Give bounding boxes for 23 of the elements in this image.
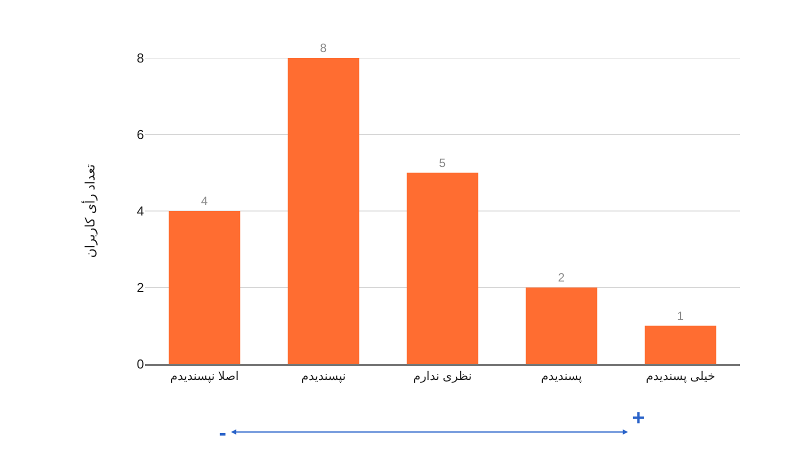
y-tick-label: 6: [136, 127, 144, 142]
bar: [526, 288, 598, 364]
x-tick-label: پسندیدم: [540, 369, 582, 384]
y-tick-label: 8: [136, 50, 144, 66]
x-tick-label: نظری ندارم: [413, 369, 472, 384]
y-axis-title: تعداد رأی کاربران: [82, 164, 99, 258]
data-label: 8: [320, 41, 327, 55]
y-tick-label: 0: [136, 356, 144, 372]
data-label: 5: [439, 156, 446, 170]
y-tick-label: 2: [136, 280, 144, 296]
data-label: 4: [201, 194, 208, 208]
x-tick-label: اصلا نپسندیدم: [170, 369, 239, 384]
data-label: 1: [677, 308, 684, 323]
y-tick-label: 4: [136, 204, 144, 219]
bar: [406, 172, 478, 364]
bar: [288, 58, 360, 364]
text: -: [219, 420, 226, 445]
bar: [644, 326, 716, 364]
text: +: [632, 405, 645, 430]
x-tick-label: نپسندیدم: [301, 369, 346, 384]
bar: [168, 211, 240, 364]
data-label: 2: [558, 270, 565, 284]
x-tick-label: خیلی پسندیدم: [646, 369, 716, 384]
